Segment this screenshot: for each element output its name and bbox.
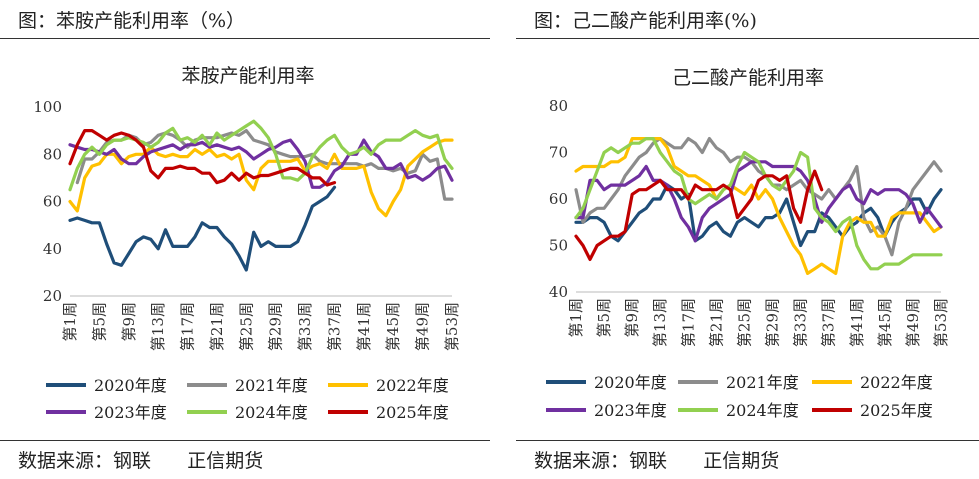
legend-item: 2023年度 — [546, 401, 667, 420]
legend-label: 2023年度 — [594, 401, 667, 420]
x-tick-label: 第1周 — [567, 298, 585, 338]
legend-label: 2025年度 — [860, 401, 933, 420]
x-tick-label: 第21周 — [208, 302, 226, 351]
x-tick-label: 第13周 — [651, 298, 669, 347]
y-tick-label: 40 — [549, 283, 568, 301]
series-line-2023年度 — [68, 138, 454, 189]
x-tick-label: 第49周 — [414, 302, 432, 351]
series-line-2025年度 — [68, 129, 337, 187]
x-tick-label: 第41周 — [848, 298, 866, 347]
legend-item: 2022年度 — [812, 373, 933, 392]
x-tick-label: 第25周 — [237, 302, 255, 351]
legend-label: 2025年度 — [376, 403, 449, 422]
x-tick-label: 第13周 — [149, 302, 167, 351]
series-line-2022年度 — [68, 138, 454, 218]
x-tick-label: 第29周 — [764, 298, 782, 347]
bottom-rule — [0, 440, 490, 441]
x-tick-label: 第21周 — [707, 298, 725, 347]
series-line-2021年度 — [574, 137, 943, 257]
x-tick-label: 第5周 — [90, 302, 108, 342]
x-tick-label: 第45周 — [876, 298, 894, 347]
y-tick-label: 80 — [43, 145, 62, 163]
x-tick-label: 第9周 — [623, 298, 641, 338]
legend-label: 2021年度 — [726, 373, 799, 392]
y-tick-label: 60 — [43, 193, 62, 211]
legend-label: 2022年度 — [860, 373, 933, 392]
x-tick-label: 第17周 — [179, 302, 197, 351]
x-tick-label: 第45周 — [384, 302, 402, 351]
right-panel: 图：己二酸产能利用率(%) 己二酸产能利用率 40 50 60 70 80 第1周 第5周 第9… — [516, 0, 979, 479]
legend-item: 2024年度 — [678, 401, 799, 420]
bottom-rule — [516, 440, 979, 441]
y-tick-label: 20 — [43, 287, 62, 305]
legend-item: 2021年度 — [678, 373, 799, 392]
x-tick-label: 第37周 — [325, 302, 343, 351]
legend-item: 2023年度 — [46, 403, 167, 422]
x-tick-label: 第25周 — [735, 298, 753, 347]
x-tick-label: 第49周 — [904, 298, 922, 347]
legend-item: 2025年度 — [812, 401, 933, 420]
legend-item: 2020年度 — [46, 376, 167, 395]
x-tick-label: 第5周 — [595, 298, 613, 338]
series-line-2020年度 — [68, 185, 337, 272]
legend-item: 2020年度 — [546, 373, 667, 392]
legend-label: 2020年度 — [94, 376, 167, 395]
left-panel: 图：苯胺产能利用率（%） 苯胺产能利用率 20 40 60 80 100 第1周 第5周 第9周… — [0, 10, 490, 472]
x-tick-label: 第1周 — [61, 302, 79, 342]
x-tick-label: 第9周 — [120, 302, 138, 342]
legend-label: 2024年度 — [726, 401, 799, 420]
y-tick-label: 40 — [43, 240, 62, 258]
legend-label: 2023年度 — [94, 403, 167, 422]
series-line-2022年度 — [574, 137, 943, 275]
series-line-2024年度 — [574, 137, 943, 271]
figure-title: 图：苯胺产能利用率（%） — [18, 10, 246, 32]
legend-label: 2021年度 — [235, 376, 308, 395]
y-tick-label: 50 — [549, 237, 568, 255]
adipic-acid-utilization-chart: 己二酸产能利用率4050607080第1周 第5周 第9周 第13周 第17周 第21周第… — [546, 67, 950, 420]
x-tick-label: 第53周 — [932, 298, 950, 347]
x-tick-label: 第29周 — [267, 302, 285, 351]
series-line-2025年度 — [574, 169, 824, 261]
legend-item: 2021年度 — [187, 376, 308, 395]
x-tick-label: 第41周 — [355, 302, 373, 351]
data-source: 数据来源：钢联 正信期货 — [18, 450, 264, 472]
legend-item: 2022年度 — [328, 376, 449, 395]
y-tick-label: 80 — [549, 97, 568, 115]
top-rule — [516, 38, 979, 39]
top-rule — [0, 38, 490, 39]
x-tick-label: 第17周 — [679, 298, 697, 347]
chart-title: 苯胺产能利用率 — [181, 65, 314, 87]
legend-item: 2024年度 — [187, 403, 308, 422]
chart-title: 己二酸产能利用率 — [672, 67, 824, 89]
x-tick-label: 第33周 — [296, 302, 314, 351]
aniline-utilization-chart: 苯胺产能利用率20406080100第1周 第5周 第9周 第13周 第17周 第21周第… — [33, 65, 461, 422]
figure-title: 图：己二酸产能利用率(%) — [534, 10, 757, 32]
y-tick-label: 70 — [549, 144, 568, 162]
x-tick-label: 第53周 — [443, 302, 461, 351]
legend-label: 2022年度 — [376, 376, 449, 395]
x-tick-label: 第37周 — [820, 298, 838, 347]
series-line-2020年度 — [574, 183, 943, 248]
x-tick-label: 第33周 — [792, 298, 810, 347]
y-tick-label: 100 — [33, 98, 62, 116]
legend-item: 2025年度 — [328, 403, 449, 422]
data-source: 数据来源：钢联 正信期货 — [534, 450, 780, 472]
y-tick-label: 60 — [549, 190, 568, 208]
legend-label: 2020年度 — [594, 373, 667, 392]
legend-label: 2024年度 — [235, 403, 308, 422]
